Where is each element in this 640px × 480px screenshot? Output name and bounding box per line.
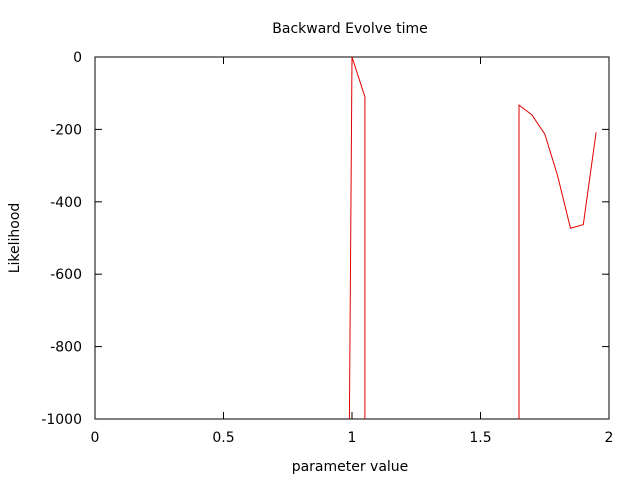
- x-tick-label: 1.5: [469, 430, 491, 446]
- chart-title: Backward Evolve time: [272, 21, 427, 37]
- x-axis: 0 0.5 1 1.5 2: [91, 57, 614, 446]
- x-tick-label: 2: [605, 430, 614, 446]
- y-tick-label: -400: [50, 195, 82, 211]
- x-tick-label: 1: [348, 430, 357, 446]
- series-layer: [348, 56, 597, 420]
- y-axis-label: Likelihood: [7, 203, 23, 274]
- y-tick-label: -200: [50, 122, 82, 138]
- y-tick-label: -600: [50, 267, 82, 283]
- series-line: [348, 56, 366, 420]
- series-line: [518, 104, 597, 419]
- x-tick-label: 0: [91, 430, 100, 446]
- x-axis-label: parameter value: [292, 459, 409, 475]
- y-tick-label: 0: [73, 50, 82, 66]
- x-tick-label: 0.5: [212, 430, 234, 446]
- y-tick-label: -800: [50, 340, 82, 356]
- y-tick-label: -1000: [41, 412, 82, 428]
- y-axis: 0 -200 -400 -600 -800 -1000: [41, 50, 609, 428]
